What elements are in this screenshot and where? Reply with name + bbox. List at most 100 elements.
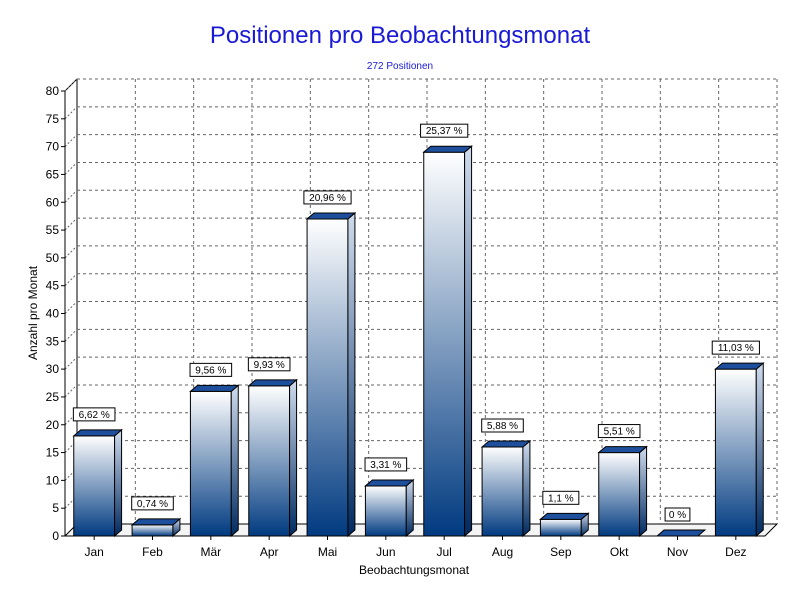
x-tick-label: Feb <box>142 545 163 559</box>
data-label-box <box>597 424 641 439</box>
bar-front <box>364 485 407 537</box>
bar-front <box>539 518 582 537</box>
data-label-box <box>72 407 116 422</box>
bar-front <box>423 151 466 537</box>
bar-front <box>248 385 291 537</box>
y-tick-label: 80 <box>46 84 60 98</box>
bar <box>422 145 473 538</box>
bar <box>247 378 298 538</box>
data-label-text: 0 % <box>669 510 686 521</box>
data-label-text: 5,51 % <box>604 427 635 438</box>
data-label-box <box>711 340 760 355</box>
bar-front <box>189 390 232 537</box>
gridline-diagonal <box>64 273 78 287</box>
data-label: 9,93 % <box>247 357 291 372</box>
bar <box>480 439 532 538</box>
data-label: 9,56 % <box>189 362 233 377</box>
bars <box>72 145 765 538</box>
bar-side <box>289 378 298 538</box>
y-tick-label: 10 <box>46 473 60 487</box>
bar-top <box>72 429 123 437</box>
bar-side <box>347 211 356 538</box>
y-tick-label: 35 <box>46 334 60 348</box>
bar <box>597 445 648 538</box>
y-tick-label: 55 <box>46 223 60 237</box>
gridline-diagonal <box>64 328 78 342</box>
data-label-box <box>364 457 408 472</box>
gridline-diagonal <box>64 412 78 426</box>
x-tick-label: Sep <box>550 545 572 559</box>
bar-side <box>405 478 414 538</box>
bar-top <box>189 384 240 392</box>
y-tick-label: 5 <box>52 501 59 515</box>
x-axis-title: Beobachtungsmonat <box>359 563 470 577</box>
y-tick-label: 30 <box>46 362 60 376</box>
data-label-box <box>420 123 469 138</box>
data-label: 1,1 % <box>542 490 580 505</box>
bar-top <box>597 446 648 454</box>
chart-subtitle: 272 Positionen <box>366 61 434 72</box>
data-label: 3,31 % <box>364 457 408 472</box>
data-label: 25,37 % <box>420 123 469 138</box>
bar-side <box>639 445 648 538</box>
bar-top <box>422 145 473 153</box>
gridline-diagonal <box>64 217 78 231</box>
data-label-box <box>189 362 233 377</box>
chart-title: Positionen pro Beobachtungsmonat <box>209 22 591 49</box>
x-tick-label: Mai <box>318 545 337 559</box>
bar-side <box>522 439 531 538</box>
data-label-text: 1,1 % <box>548 493 574 504</box>
gridline-diagonal <box>64 356 78 370</box>
x-tick-label: Dez <box>725 545 746 559</box>
grid <box>63 78 779 537</box>
x-tick-label: Mär <box>200 545 221 559</box>
y-tick-label: 75 <box>46 112 60 126</box>
gridline-diagonal <box>64 245 78 259</box>
y-tick-label: 70 <box>46 140 60 154</box>
data-label-text: 6,62 % <box>79 410 110 421</box>
gridline-diagonal <box>64 189 78 203</box>
y-tick-label: 60 <box>46 195 60 209</box>
y-tick-label: 25 <box>46 390 60 404</box>
bar <box>305 211 357 538</box>
gridline-diagonal <box>64 495 78 509</box>
x-tick-label: Jan <box>84 545 103 559</box>
bar-front <box>73 435 116 537</box>
bar-front <box>131 524 174 537</box>
bar-side <box>755 362 764 538</box>
y-tick-label: 0 <box>52 529 59 543</box>
data-label-text: 9,56 % <box>195 365 226 376</box>
data-label-box <box>542 490 580 505</box>
data-label: 11,03 % <box>711 340 760 355</box>
gridline-diagonal <box>64 134 78 147</box>
x-tick-label: Apr <box>260 545 279 559</box>
data-label: 5,51 % <box>597 424 641 439</box>
gridline-diagonal <box>64 301 78 314</box>
x-tick-label: Jun <box>376 545 395 559</box>
gridline-diagonal <box>64 162 78 175</box>
bar-front <box>714 368 757 537</box>
bar-top <box>130 518 182 526</box>
bar-front <box>598 452 641 537</box>
y-tick-label: 40 <box>46 307 60 321</box>
bar-front <box>481 446 524 537</box>
data-label: 20,96 % <box>303 190 352 205</box>
data-label-box <box>664 507 691 522</box>
data-label: 6,62 % <box>72 407 116 422</box>
data-label: 0,74 % <box>131 496 174 511</box>
x-tick-label: Okt <box>610 545 629 559</box>
y-tick-label: 45 <box>46 279 60 293</box>
bar-side <box>230 384 239 538</box>
data-label-text: 0,74 % <box>137 499 168 510</box>
x-tick-label: Nov <box>667 545 688 559</box>
data-labels: 6,62 % 0,74 % 9,56 % 9,93 % 20,96 % 3,31 % 25,… <box>72 123 760 522</box>
bar-top <box>714 362 765 370</box>
data-label-box <box>481 418 524 433</box>
gridline-diagonal <box>64 78 78 92</box>
y-tick-label: 65 <box>46 167 60 181</box>
bar <box>714 362 765 538</box>
y-tick-label: 20 <box>46 418 60 432</box>
data-label-text: 3,31 % <box>370 460 401 471</box>
bar <box>189 384 240 538</box>
